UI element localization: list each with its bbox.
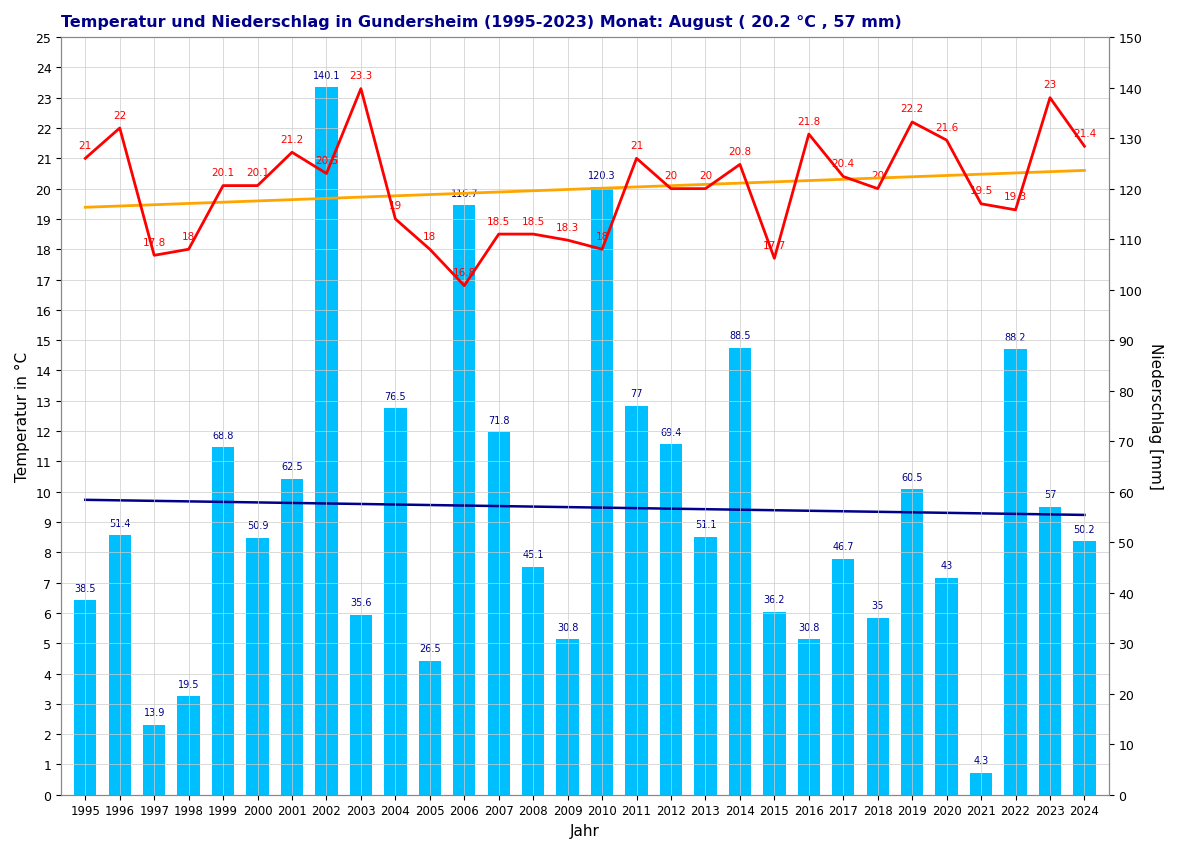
Text: 17.8: 17.8 bbox=[143, 237, 166, 247]
Bar bbox=[384, 409, 406, 795]
Bar bbox=[316, 88, 338, 795]
Text: 21.2: 21.2 bbox=[280, 135, 304, 145]
Bar bbox=[454, 206, 476, 795]
Bar bbox=[350, 615, 372, 795]
Text: 51.4: 51.4 bbox=[110, 518, 131, 528]
Text: 19: 19 bbox=[389, 201, 402, 212]
Text: 21: 21 bbox=[630, 141, 643, 151]
Text: 36.2: 36.2 bbox=[763, 595, 785, 605]
Text: 20.5: 20.5 bbox=[315, 156, 338, 165]
Text: 22.2: 22.2 bbox=[900, 104, 924, 114]
Bar bbox=[901, 490, 924, 795]
Bar bbox=[867, 618, 889, 795]
Text: 18: 18 bbox=[183, 231, 196, 241]
Text: 18: 18 bbox=[595, 231, 609, 241]
Text: 51.1: 51.1 bbox=[695, 519, 716, 530]
Text: 18: 18 bbox=[423, 231, 437, 241]
Bar bbox=[74, 601, 97, 795]
Text: 21.4: 21.4 bbox=[1073, 129, 1096, 138]
Bar bbox=[694, 537, 716, 795]
Text: 88.5: 88.5 bbox=[729, 331, 750, 340]
Text: 20.8: 20.8 bbox=[728, 147, 752, 157]
Bar bbox=[246, 538, 269, 795]
Bar bbox=[212, 448, 234, 795]
Text: 77: 77 bbox=[630, 389, 643, 398]
Text: 68.8: 68.8 bbox=[212, 430, 233, 440]
Bar bbox=[798, 640, 820, 795]
Text: 50.9: 50.9 bbox=[247, 520, 269, 531]
Text: 18.5: 18.5 bbox=[488, 217, 510, 226]
Text: 18.5: 18.5 bbox=[522, 217, 544, 226]
Text: 19.5: 19.5 bbox=[178, 679, 199, 689]
Text: 76.5: 76.5 bbox=[384, 392, 406, 401]
Text: 116.7: 116.7 bbox=[450, 189, 478, 199]
Text: 22: 22 bbox=[113, 110, 126, 120]
Bar bbox=[522, 567, 544, 795]
Text: 120.3: 120.3 bbox=[588, 171, 616, 180]
Text: 140.1: 140.1 bbox=[312, 71, 340, 80]
Text: 30.8: 30.8 bbox=[557, 622, 578, 632]
Text: 23.3: 23.3 bbox=[350, 71, 372, 81]
Text: 71.8: 71.8 bbox=[488, 415, 509, 425]
Text: 20.1: 20.1 bbox=[246, 168, 269, 178]
Bar bbox=[1005, 350, 1027, 795]
Bar bbox=[418, 661, 441, 795]
Bar bbox=[556, 640, 578, 795]
Text: 88.2: 88.2 bbox=[1005, 333, 1026, 342]
Text: 13.9: 13.9 bbox=[144, 707, 165, 717]
Text: 46.7: 46.7 bbox=[833, 542, 854, 552]
Bar bbox=[935, 577, 958, 795]
Bar bbox=[1073, 542, 1096, 795]
Text: 18.3: 18.3 bbox=[556, 223, 580, 232]
Bar bbox=[763, 612, 786, 795]
Text: 20: 20 bbox=[699, 171, 712, 181]
Bar bbox=[488, 432, 510, 795]
X-axis label: Jahr: Jahr bbox=[570, 823, 600, 838]
Text: 30.8: 30.8 bbox=[799, 622, 820, 632]
Text: 57: 57 bbox=[1044, 490, 1057, 500]
Bar bbox=[832, 560, 854, 795]
Text: 20: 20 bbox=[664, 171, 677, 181]
Y-axis label: Niederschlag [mm]: Niederschlag [mm] bbox=[1149, 343, 1163, 490]
Text: 4.3: 4.3 bbox=[973, 756, 988, 765]
Text: 62.5: 62.5 bbox=[282, 462, 303, 472]
Text: 43: 43 bbox=[940, 560, 953, 571]
Text: 16.8: 16.8 bbox=[452, 268, 476, 278]
Text: 35.6: 35.6 bbox=[350, 598, 372, 607]
Text: 19.3: 19.3 bbox=[1004, 192, 1027, 202]
Text: 21.6: 21.6 bbox=[935, 123, 958, 132]
Bar bbox=[660, 444, 682, 795]
Y-axis label: Temperatur in °C: Temperatur in °C bbox=[15, 351, 29, 481]
Text: 35: 35 bbox=[872, 601, 884, 611]
Text: 20.1: 20.1 bbox=[212, 168, 234, 178]
Text: 21: 21 bbox=[79, 141, 92, 151]
Bar bbox=[143, 725, 165, 795]
Bar bbox=[729, 348, 752, 795]
Bar bbox=[969, 773, 992, 795]
Text: 26.5: 26.5 bbox=[419, 643, 441, 653]
Bar bbox=[1039, 508, 1061, 795]
Text: 21.8: 21.8 bbox=[798, 117, 820, 126]
Text: 20.4: 20.4 bbox=[832, 159, 855, 169]
Text: 45.1: 45.1 bbox=[522, 549, 544, 560]
Text: 19.5: 19.5 bbox=[969, 186, 993, 196]
Text: 69.4: 69.4 bbox=[661, 427, 682, 437]
Text: 60.5: 60.5 bbox=[901, 472, 922, 482]
Bar bbox=[280, 479, 303, 795]
Text: 50.2: 50.2 bbox=[1073, 524, 1096, 534]
Bar bbox=[626, 406, 648, 795]
Text: 20: 20 bbox=[872, 171, 885, 181]
Text: 17.7: 17.7 bbox=[762, 241, 786, 251]
Text: Temperatur und Niederschlag in Gundersheim (1995-2023) Monat: August ( 20.2 °C ,: Temperatur und Niederschlag in Gundershe… bbox=[61, 15, 902, 30]
Text: 38.5: 38.5 bbox=[74, 583, 97, 593]
Bar bbox=[108, 536, 131, 795]
Bar bbox=[178, 696, 200, 795]
Text: 23: 23 bbox=[1044, 80, 1057, 90]
Bar bbox=[591, 188, 614, 795]
